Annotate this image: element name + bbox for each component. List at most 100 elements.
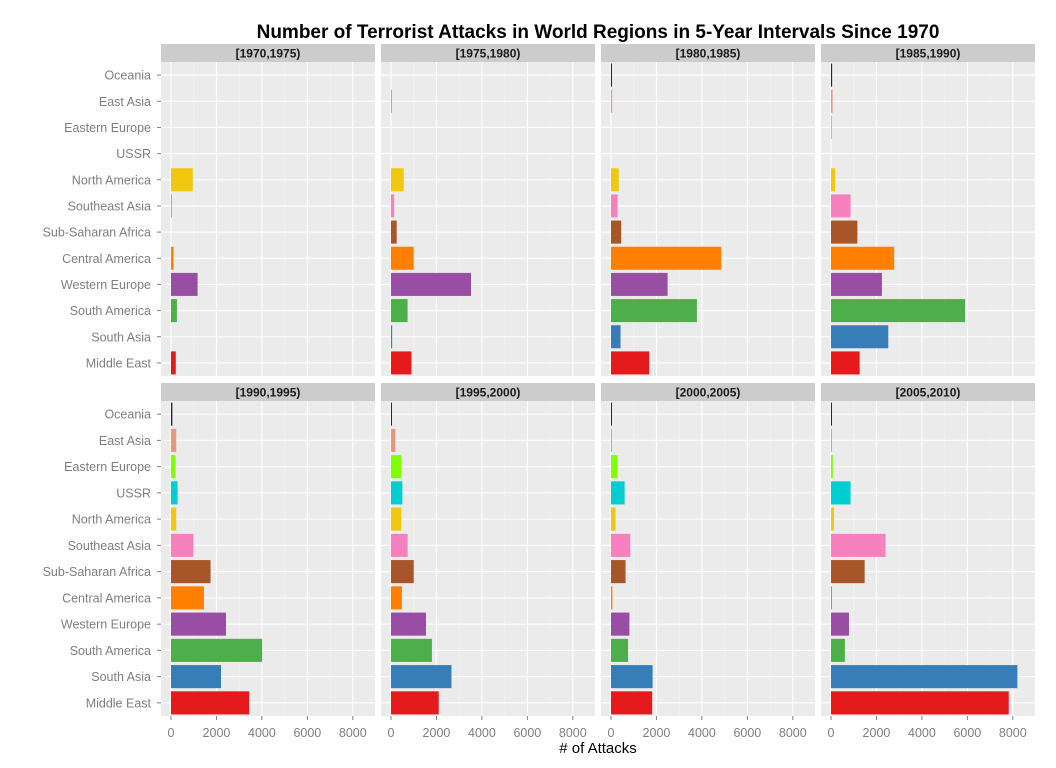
x-tick-label: 6000 [733,726,761,740]
x-tick-label: 0 [388,726,395,740]
bar-sub-saharan-africa [611,560,626,584]
x-tick-label: 0 [828,726,835,740]
bar-sub-saharan-africa [391,220,397,244]
bar-western-europe [171,272,198,296]
bar-ussr [611,481,625,505]
bar-eastern-europe [611,455,618,479]
bar-central-america [831,246,895,270]
facet-strip-label: [1980,1985) [676,47,741,61]
x-tick-label: 8000 [999,726,1027,740]
category-label: Oceania [104,408,151,422]
bar-oceania [171,402,173,426]
category-label: Oceania [104,69,151,83]
bar-middle-east [391,691,439,715]
category-label: Middle East [86,356,152,370]
facet-panel: [1975,1980) [381,44,595,376]
category-label: Central America [62,252,151,266]
bar-eastern-europe [391,455,402,479]
x-tick-label: 2000 [423,726,451,740]
bar-north-america [171,168,193,192]
x-tick-label: 4000 [468,726,496,740]
facet-strip [381,383,595,401]
facet-panel: [2000,2005) 0 2000 4000 6000 8000 [601,383,815,740]
category-label: North America [72,173,151,187]
chart-title: Number of Terrorist Attacks in World Reg… [257,22,940,43]
category-label: Western Europe [61,278,151,292]
facet-strip-label: [1970,1975) [236,47,301,61]
bar-ussr [171,481,178,505]
bar-oceania [611,63,612,87]
facet-strip-label: [1995,2000) [456,386,521,400]
facet-panel: [1990,1995) Oceania East Asia Eastern Europ… [43,383,375,740]
x-tick-label: 0 [168,726,175,740]
bar-middle-east [831,351,860,375]
bar-middle-east [831,691,1009,715]
bar-southeast-asia [391,533,408,557]
bar-east-asia [391,89,392,113]
plot-background [161,401,375,716]
bar-south-america [171,299,177,323]
bar-north-america [611,507,616,531]
x-tick-label: 2000 [643,726,671,740]
plot-background [161,62,375,376]
bar-north-america [171,507,177,531]
bar-middle-east [611,691,653,715]
bar-central-america [611,246,722,270]
bar-north-america [831,507,834,531]
category-label: Southeast Asia [68,199,151,213]
x-tick-label: 6000 [513,726,541,740]
bar-east-asia [391,428,396,452]
bar-south-america [831,638,845,662]
bar-central-america [391,246,414,270]
bar-eastern-europe [171,455,176,479]
bar-middle-east [171,691,250,715]
x-tick-label: 4000 [688,726,716,740]
facet-strip [161,383,375,401]
facet-strip [601,44,815,62]
x-axis-title: # of Attacks [559,740,637,757]
bar-oceania [611,402,612,426]
bar-middle-east [611,351,650,375]
facet-panel: [1995,2000) 0 2000 4000 6000 8000 [381,383,595,740]
bar-east-asia [831,89,833,113]
bar-western-europe [391,612,426,636]
category-label: Southeast Asia [68,539,151,553]
facet-strip [161,44,375,62]
bar-south-america [391,299,408,323]
bar-south-america [611,299,697,323]
facet-panel: [1980,1985) [601,44,815,376]
category-label: North America [72,513,151,527]
bar-oceania [831,402,832,426]
x-tick-label: 8000 [559,726,587,740]
bar-southeast-asia [831,194,851,218]
plot-background [381,62,595,376]
facet-strip-label: [1985,1990) [896,47,961,61]
bar-southeast-asia [171,533,194,557]
bar-ussr [391,481,403,505]
category-label: East Asia [99,434,151,448]
bar-south-asia [831,665,1018,689]
bar-eastern-europe [831,115,832,139]
bar-southeast-asia [831,533,886,557]
bar-central-america [171,586,204,610]
bar-south-asia [611,325,621,349]
bar-south-america [831,299,966,323]
bar-south-asia [831,325,889,349]
bar-sub-saharan-africa [391,560,414,584]
bar-central-america [831,586,832,610]
category-label: South America [70,304,151,318]
bar-eastern-europe [831,455,833,479]
x-tick-label: 6000 [953,726,981,740]
bar-south-america [171,638,263,662]
plot-background [381,401,595,716]
x-tick-label: 4000 [908,726,936,740]
bar-south-america [391,638,432,662]
bar-sub-saharan-africa [831,220,858,244]
facet-strip-label: [1975,1980) [456,47,521,61]
bar-ussr [831,481,851,505]
facet-panel: [1985,1990) [821,44,1035,376]
plot-background [601,62,815,376]
bar-east-asia [611,89,613,113]
facet-panel: [1970,1975) Oceania East Asia Eastern Europ… [43,44,375,376]
facet-strip [601,383,815,401]
